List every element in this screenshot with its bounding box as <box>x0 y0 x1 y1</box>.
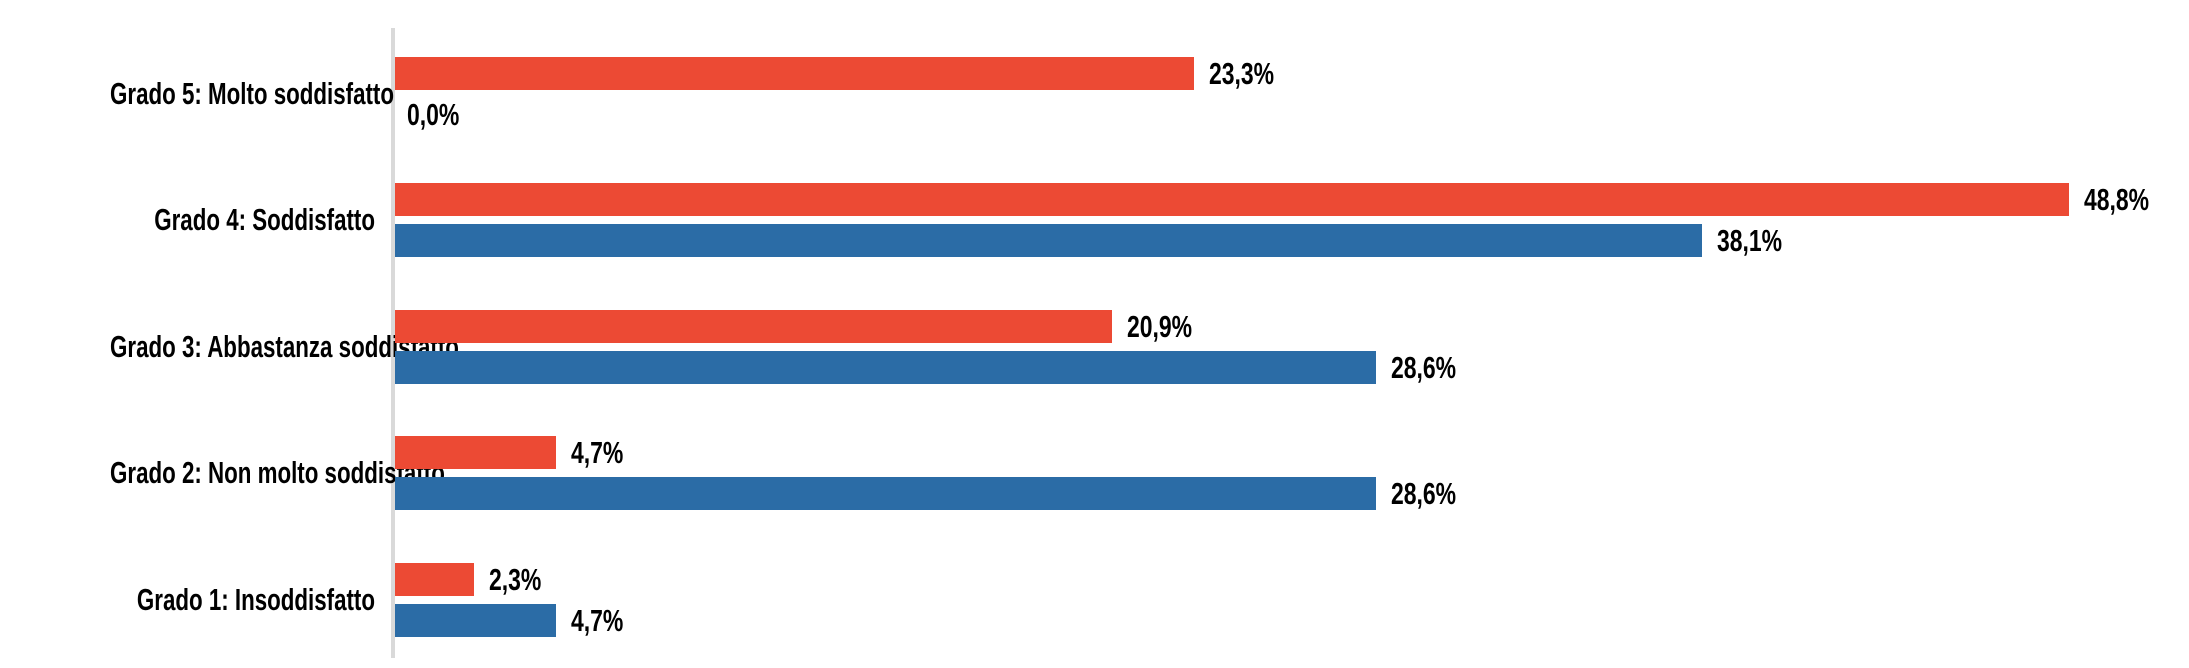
bar-value-label: 4,7% <box>571 435 624 471</box>
bar-value-label: 0,0% <box>407 97 460 132</box>
category-label: Grado 4: Soddisfatto <box>154 202 375 238</box>
bar-series-1 <box>395 57 1195 90</box>
bar-value-label: 23,3% <box>1209 56 1275 91</box>
bar-value-label: 20,9% <box>1126 308 1192 344</box>
bar-value-label: 2,3% <box>488 561 542 597</box>
bar-series-2 <box>395 477 1376 511</box>
bar-value-label: 48,8% <box>2083 182 2149 218</box>
bar-series-2 <box>395 350 1376 384</box>
category-label: Grado 1: Insoddisfatto <box>136 581 375 617</box>
y-axis-line <box>391 28 395 658</box>
bar-series-1 <box>395 436 557 470</box>
category-label: Grado 3: Abbastanza soddisfatto <box>110 328 459 364</box>
category-label: Grado 5: Molto soddisfatto <box>110 76 394 111</box>
category-label: Grado 2: Non molto soddisfatto <box>110 455 445 491</box>
bar-series-2 <box>395 224 1702 258</box>
bar-series-1 <box>395 309 1112 343</box>
bar-series-1 <box>395 562 474 596</box>
bar-value-label: 28,6% <box>1390 349 1457 385</box>
bar-series-2 <box>395 603 557 637</box>
bar-value-label: 4,7% <box>571 602 624 638</box>
bar-value-label: 28,6% <box>1390 476 1457 512</box>
bar-value-label: 38,1% <box>1716 223 1782 259</box>
bar-series-1 <box>395 183 2069 217</box>
